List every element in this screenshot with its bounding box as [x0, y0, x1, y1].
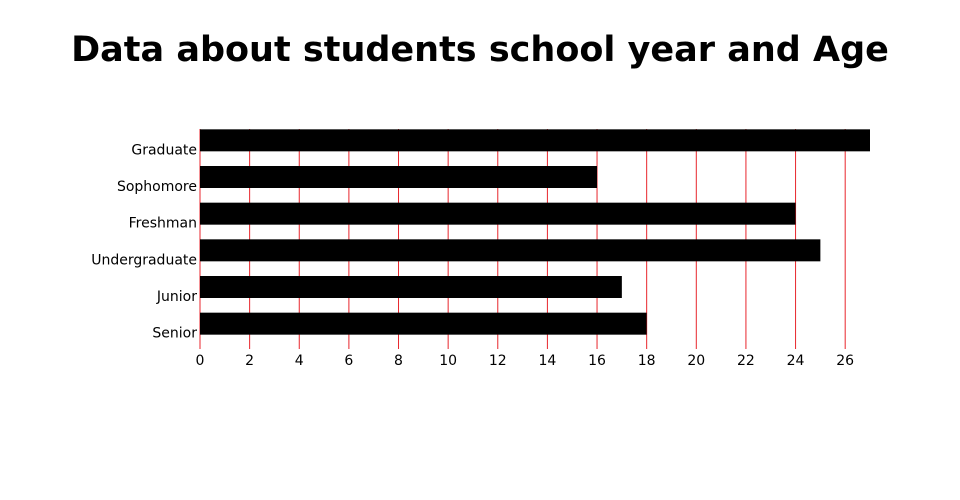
y-category-label: Junior: [156, 289, 197, 305]
bar-layer: [200, 129, 870, 335]
y-category-label: Undergraduate: [91, 252, 197, 268]
x-tick-label: 4: [295, 353, 304, 369]
bar-graduate: [200, 129, 870, 152]
x-tick-label: 22: [737, 353, 755, 369]
chart-title: Data about students school year and Age: [71, 30, 889, 70]
x-tick-label: 16: [588, 353, 606, 369]
x-tick-label: 6: [344, 353, 353, 369]
y-category-label: Senior: [152, 326, 197, 342]
bar-undergraduate: [200, 239, 821, 262]
bar-junior: [200, 276, 622, 298]
y-axis-labels: Graduate Sophomore Freshman Undergraduate Ju…: [91, 142, 197, 341]
x-tick-label: 24: [787, 353, 805, 369]
x-tick-label: 0: [196, 353, 205, 369]
x-tick-label: 20: [687, 353, 705, 369]
x-tick-label: 8: [394, 353, 403, 369]
x-tick-label: 18: [638, 353, 656, 369]
bar-senior: [200, 312, 647, 335]
y-category-label: Graduate: [131, 142, 197, 158]
x-tick-label: 2: [245, 353, 254, 369]
bar-freshman: [200, 202, 796, 225]
y-category-label: Freshman: [129, 216, 197, 232]
grid-layer: [199, 129, 846, 349]
x-axis-ticks: 0 2 4 6 8 10 12 14 16 18 20 22 24 26: [196, 353, 855, 369]
x-tick-label: 26: [836, 353, 854, 369]
x-tick-label: 14: [538, 353, 556, 369]
y-category-label: Sophomore: [117, 179, 197, 195]
x-tick-label: 12: [489, 353, 507, 369]
bar-sophomore: [200, 166, 598, 188]
x-tick-label: 10: [439, 353, 457, 369]
